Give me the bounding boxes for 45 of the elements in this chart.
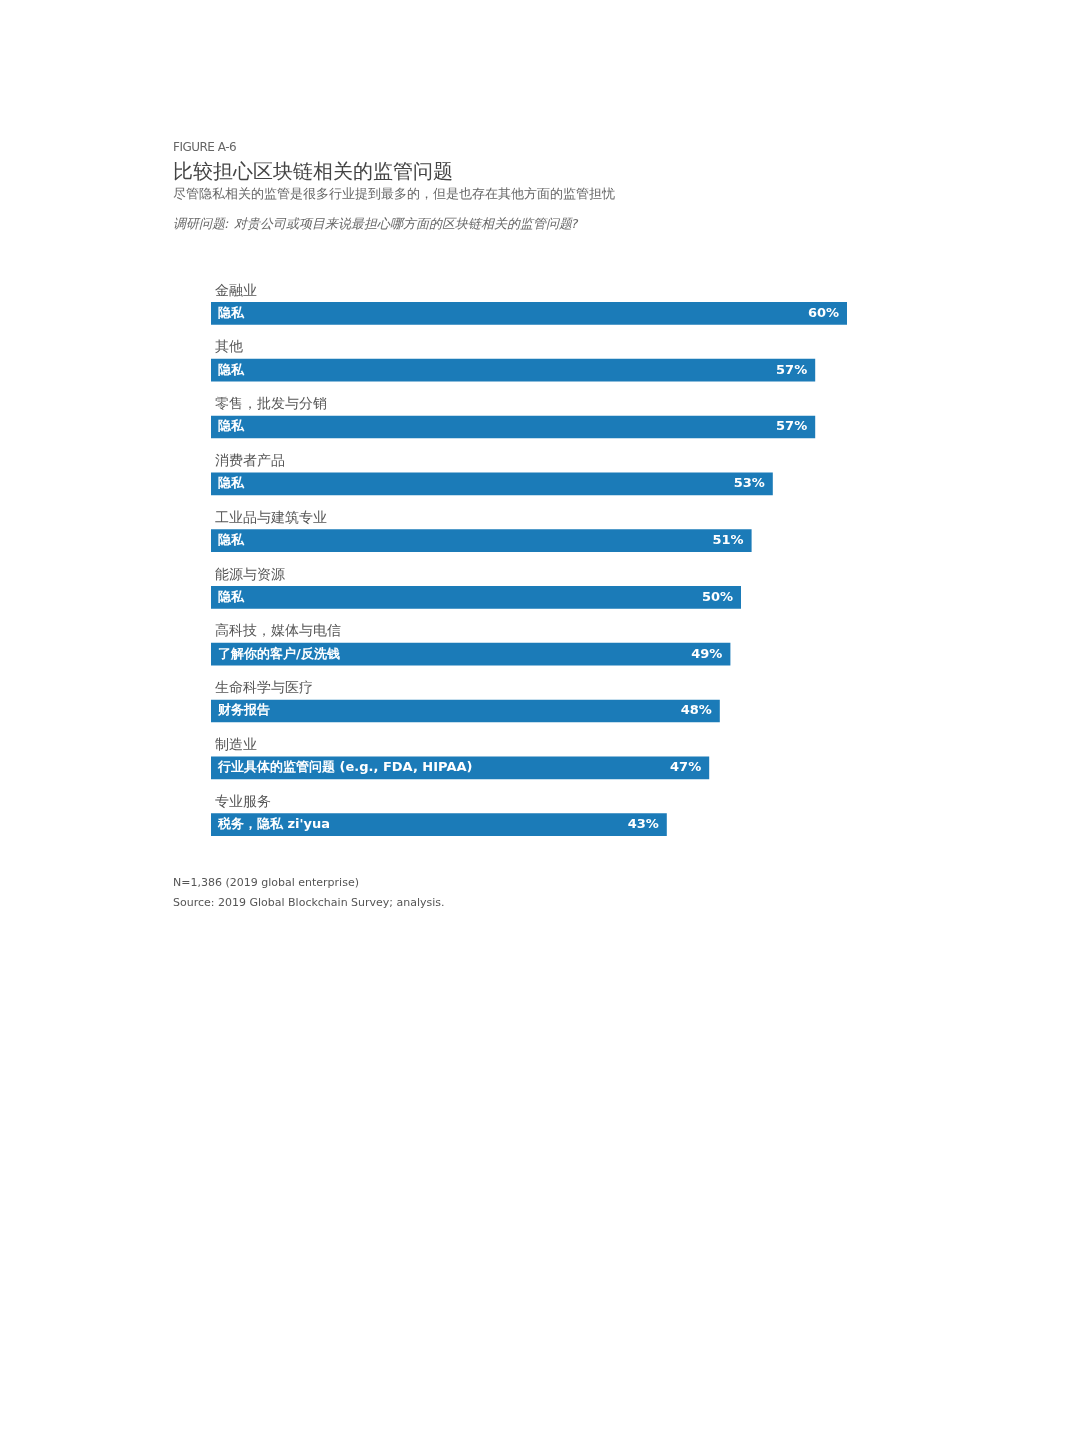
source-note: Source: 2019 Global Blockchain Survey; analysis. [173,895,446,911]
y-tick-label: 其他 [215,338,243,355]
y-tick-label: 生命科学与医疗 [215,679,313,696]
annotation: 了解你的客户/反洗钱 [218,645,340,661]
bar [211,813,667,836]
data-label: 57% [776,361,808,377]
annotation: 隐私 [218,475,245,491]
data-label: 51% [712,531,744,547]
y-tick-label: 零售，批发与分销 [215,395,327,412]
text: FIGURE A-6 [173,140,238,154]
annotation: 隐私 [218,531,245,547]
annotation: 隐私 [218,418,245,434]
data-label: 53% [733,475,765,491]
annotation: 税务，隐私 zi'yua [217,815,331,831]
annotation: 隐私 [218,304,245,320]
bar [211,529,752,552]
data-label: 48% [680,702,712,718]
data-label: 57% [776,418,808,434]
data-label: 60% [807,304,839,320]
data-label: 43% [627,815,659,831]
data-label: 47% [670,759,702,775]
y-tick-label: 制造业 [215,736,257,753]
annotation: 财务报告 [217,702,270,718]
y-tick-label: 金融业 [215,281,257,298]
chart-subtitle: 尽管隐私相关的监管是很多行业提到最多的，但是也存在其他方面的监管担忧 [173,185,616,203]
data-label: 50% [701,588,733,604]
annotation: 隐私 [218,588,245,604]
bar [211,642,731,666]
bar [211,358,816,382]
annotation: 隐私 [218,361,245,377]
bar [211,472,773,496]
bar [211,302,847,325]
bar [211,699,720,723]
chart-title: 比较担心区块链相关的监管问题 [173,158,454,185]
y-tick-label: 能源与资源 [215,565,285,582]
text: 调研问题: 对贵公司或项目来说最担心哪方面的区块链相关的监管问题? [173,215,580,233]
y-tick-label: 工业品与建筑专业 [215,508,327,525]
y-tick-label: 高科技，媒体与电信 [215,622,341,639]
bar [211,415,816,439]
data-label: 49% [691,645,723,661]
annotation: 行业具体的监管问题 (e.g., FDA, HIPAA) [217,759,473,775]
text: N=1,386 (2019 global enterprise) [173,875,360,891]
bar [211,586,741,609]
y-tick-label: 消费者产品 [215,452,285,469]
y-tick-label: 专业服务 [215,792,271,809]
